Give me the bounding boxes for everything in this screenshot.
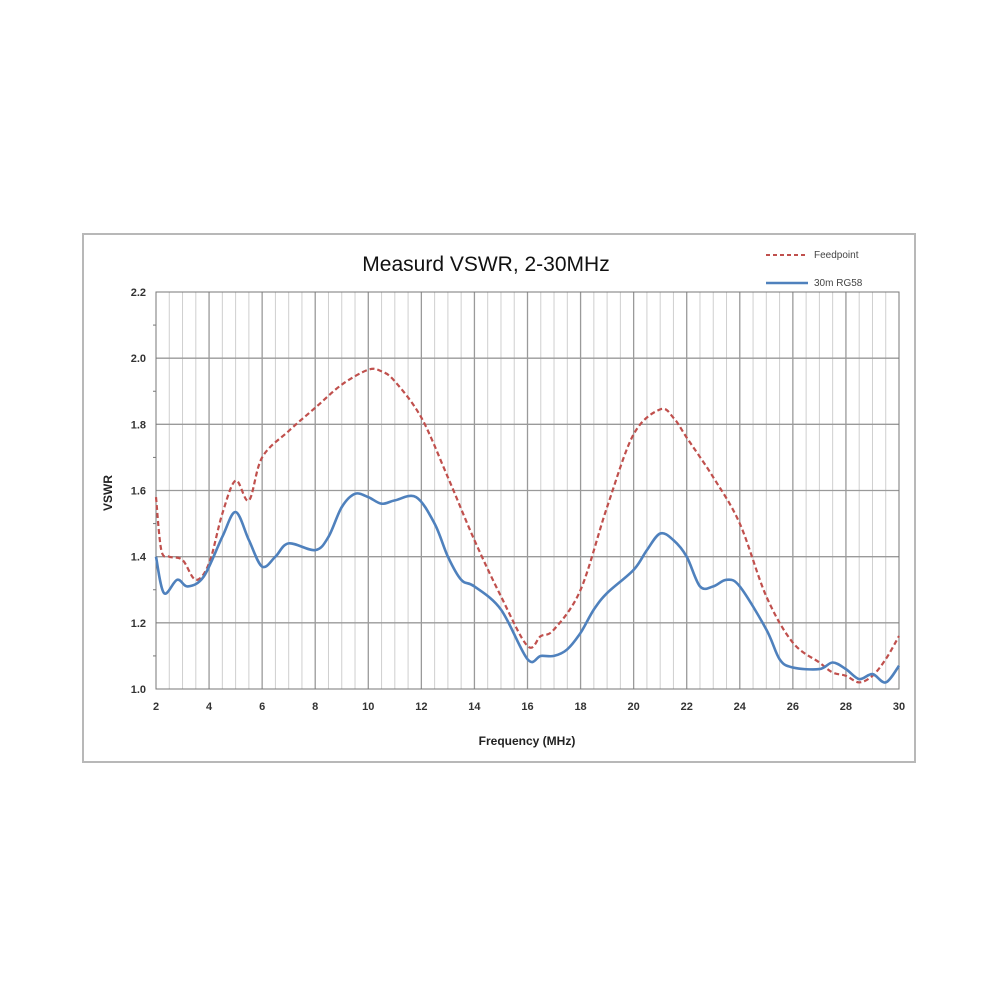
x-tick-label: 22 — [681, 701, 693, 713]
x-tick-label: 18 — [574, 701, 586, 713]
x-tick-label: 2 — [153, 701, 159, 713]
x-tick-label: 8 — [312, 701, 318, 713]
x-axis-title: Frequency (MHz) — [479, 734, 576, 748]
x-tick-label: 4 — [206, 701, 213, 713]
vswr-chart: 2 4 6 8 10 12 14 16 18 20 22 24 26 28 301.01.21.41.61.… — [101, 250, 905, 748]
grid — [153, 292, 899, 689]
series-line-2 — [154, 492, 901, 684]
x-tick-label: 12 — [415, 701, 427, 713]
series-line-1 — [154, 367, 900, 684]
y-tick-label: 1.2 — [131, 618, 146, 630]
legend: Feedpoint 30m RG58 — [766, 250, 863, 289]
y-tick-label: 1.8 — [131, 419, 146, 431]
chart-frame: 2 4 6 8 10 12 14 16 18 20 22 24 26 28 30 1.0 1.2 1.4 1.6 1.… — [82, 233, 916, 763]
y-tick-label: 1.4 — [131, 552, 147, 564]
x-tick-label: 10 — [362, 701, 374, 713]
x-tick-label: 14 — [468, 701, 481, 713]
y-tick-label: 1.0 — [131, 684, 146, 696]
y-tick-label: 2.0 — [131, 353, 146, 365]
x-tick-label: 6 — [259, 701, 265, 713]
series-layer — [154, 367, 901, 684]
x-tick-label: 30 — [893, 701, 905, 713]
x-tick-label: 24 — [734, 701, 747, 713]
legend-label-1: Feedpoint — [814, 250, 859, 261]
y-tick-label: 1.6 — [131, 486, 146, 498]
tick-labels: 2 4 6 8 10 12 14 16 18 20 22 24 26 28 301.01.21.41.61.… — [131, 287, 905, 713]
y-axis-title: VSWR — [101, 475, 115, 511]
x-tick-label: 16 — [521, 701, 533, 713]
x-tick-label: 28 — [840, 701, 852, 713]
plot-area — [155, 291, 900, 690]
chart-title: Measurd VSWR, 2-30MHz — [362, 253, 609, 276]
x-tick-label: 26 — [787, 701, 799, 713]
legend-label-2: 30m RG58 — [814, 278, 863, 289]
y-tick-label: 2.2 — [131, 287, 146, 299]
x-tick-label: 20 — [628, 701, 640, 713]
